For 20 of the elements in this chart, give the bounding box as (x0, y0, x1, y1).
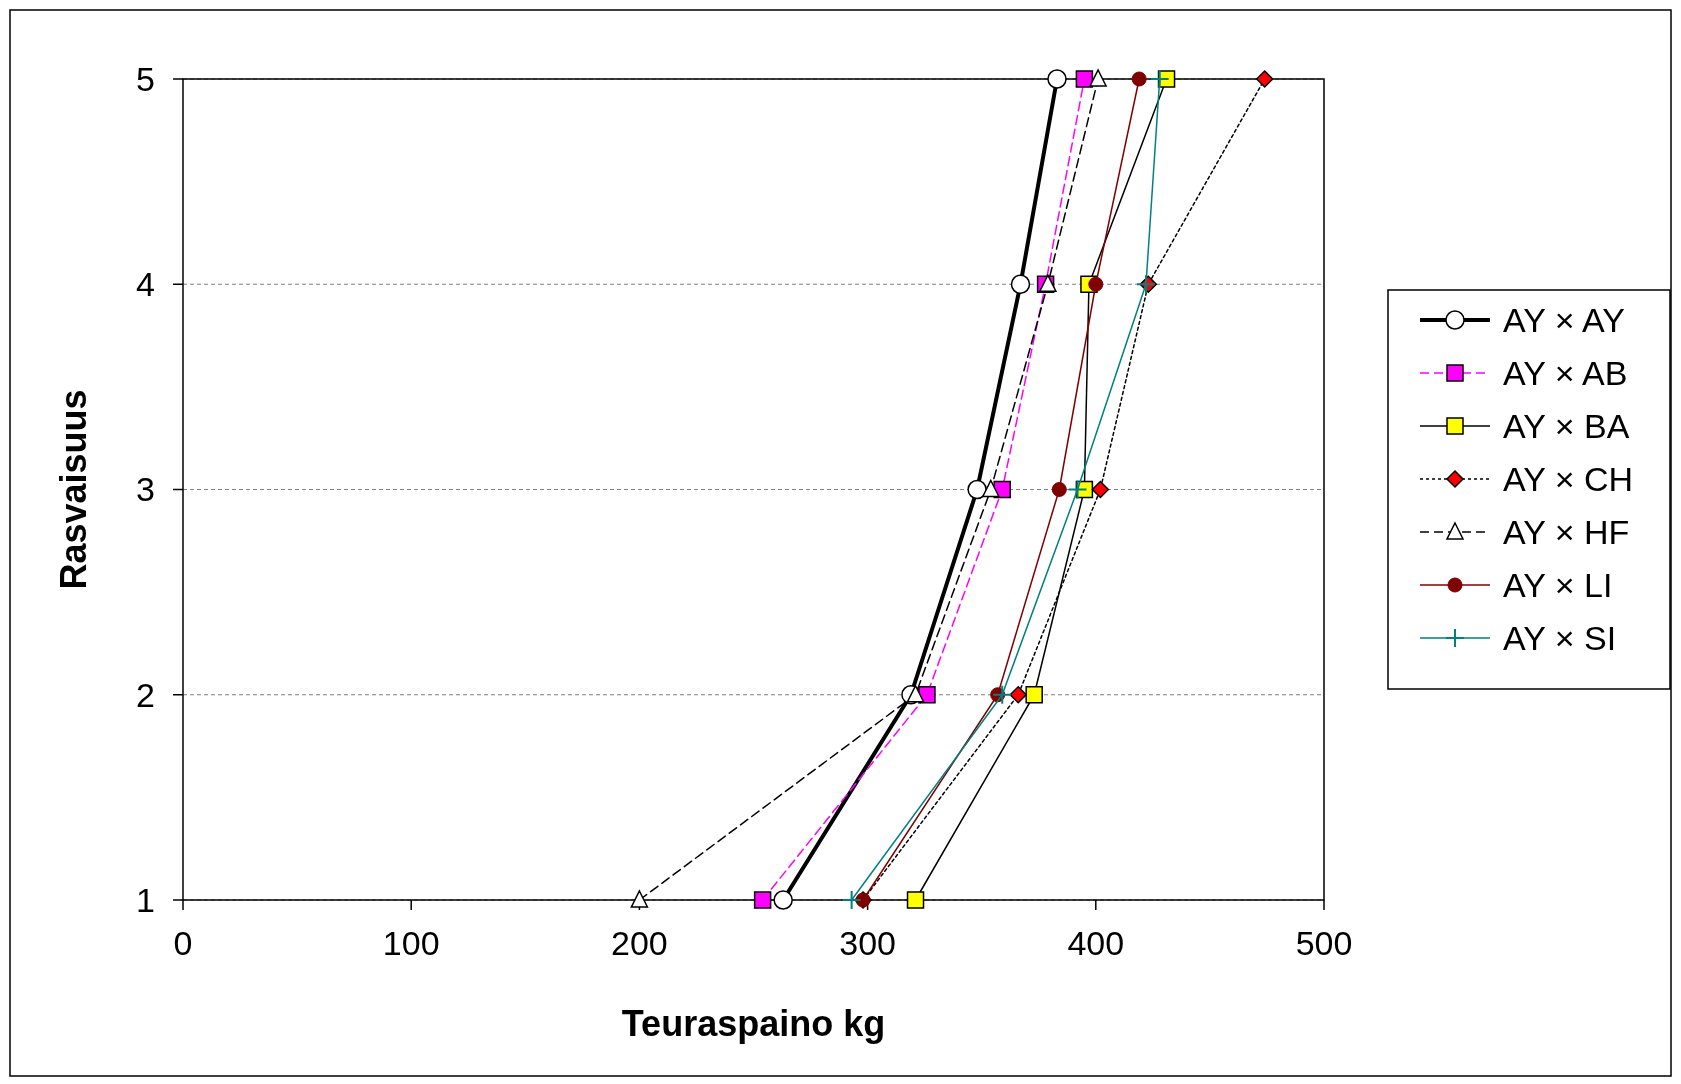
legend-label: AY × AY (1503, 300, 1625, 339)
y-tick-label: 3 (136, 470, 155, 509)
x-tick-label: 500 (1295, 924, 1353, 962)
legend-label: AY × LI (1503, 565, 1613, 604)
legend-label: AY × CH (1503, 459, 1634, 498)
x-tick-label: 300 (839, 924, 896, 962)
x-tick-label: 200 (611, 924, 668, 962)
y-axis-title: Rasvaisuus (53, 389, 94, 590)
legend-label: AY × SI (1503, 618, 1617, 657)
y-tick-label: 4 (136, 265, 155, 304)
y-tick-label: 5 (136, 59, 155, 98)
x-tick-label: 100 (382, 924, 440, 962)
legend-label: AY × HF (1503, 512, 1630, 551)
x-tick-label: 0 (173, 924, 193, 962)
x-axis-title: Teuraspaino kg (621, 1003, 886, 1044)
legend-label: AY × BA (1503, 406, 1630, 445)
y-tick-label: 2 (136, 675, 155, 714)
legend-label: AY × AB (1503, 353, 1628, 392)
x-tick-label: 400 (1067, 924, 1125, 962)
y-tick-label: 1 (136, 880, 155, 919)
